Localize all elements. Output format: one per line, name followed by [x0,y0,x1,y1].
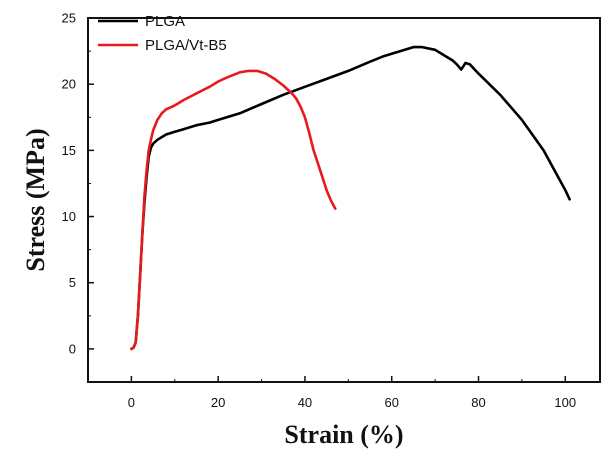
legend-label-plga: PLGA [145,13,185,30]
x-tick-label: 100 [554,395,576,410]
plot-frame [87,17,601,383]
legend: PLGA PLGA/Vt-B5 [98,13,227,54]
x-tick-label: 40 [298,395,312,410]
x-tick-label: 60 [384,395,398,410]
y-tick-label: 15 [62,143,76,158]
y-tick-label: 20 [62,77,76,92]
x-axis-title: Strain (%) [284,420,403,449]
y-tick-label: 0 [69,341,76,356]
series-line-plga-vt-b5 [130,69,337,351]
y-tick-label: 10 [62,209,76,224]
x-tick-label: 80 [471,395,485,410]
x-tick-label: 20 [211,395,225,410]
y-tick-label: 25 [62,11,76,26]
y-axis-title: Stress (MPa) [21,128,50,271]
series-lines [130,45,571,351]
x-tick-label: 0 [128,395,135,410]
y-tick-label: 5 [69,275,76,290]
legend-label-plga-vt-b5: PLGA/Vt-B5 [145,37,227,54]
axis-ticks: 0 5 10 15 20 25 0 20 40 60 80 100 [62,11,577,411]
